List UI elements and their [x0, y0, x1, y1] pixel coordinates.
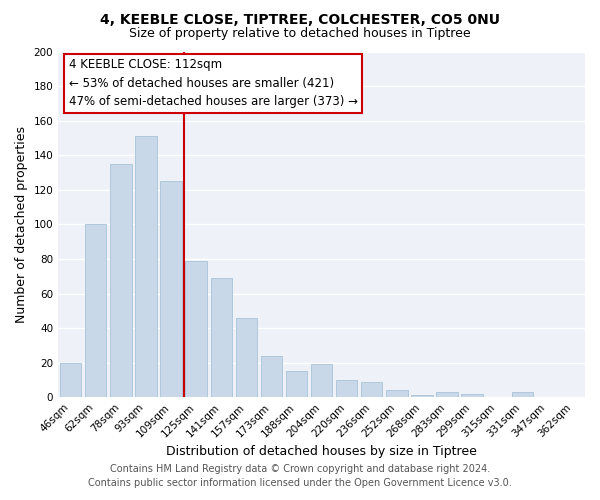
Bar	[211, 278, 232, 397]
X-axis label: Distribution of detached houses by size in Tiptree: Distribution of detached houses by size …	[166, 444, 477, 458]
Bar	[185, 260, 207, 397]
Bar	[60, 362, 82, 397]
Bar	[411, 396, 433, 397]
Bar	[512, 392, 533, 397]
Text: Contains HM Land Registry data © Crown copyright and database right 2024.
Contai: Contains HM Land Registry data © Crown c…	[88, 464, 512, 487]
Bar	[336, 380, 358, 397]
Bar	[461, 394, 483, 397]
Bar	[136, 136, 157, 397]
Bar	[85, 224, 106, 397]
Bar	[386, 390, 407, 397]
Text: Size of property relative to detached houses in Tiptree: Size of property relative to detached ho…	[129, 28, 471, 40]
Bar	[261, 356, 282, 397]
Bar	[236, 318, 257, 397]
Bar	[436, 392, 458, 397]
Bar	[286, 372, 307, 397]
Bar	[160, 181, 182, 397]
Bar	[110, 164, 131, 397]
Y-axis label: Number of detached properties: Number of detached properties	[15, 126, 28, 323]
Text: 4 KEEBLE CLOSE: 112sqm
← 53% of detached houses are smaller (421)
47% of semi-de: 4 KEEBLE CLOSE: 112sqm ← 53% of detached…	[69, 58, 358, 108]
Text: 4, KEEBLE CLOSE, TIPTREE, COLCHESTER, CO5 0NU: 4, KEEBLE CLOSE, TIPTREE, COLCHESTER, CO…	[100, 12, 500, 26]
Bar	[361, 382, 382, 397]
Bar	[311, 364, 332, 397]
